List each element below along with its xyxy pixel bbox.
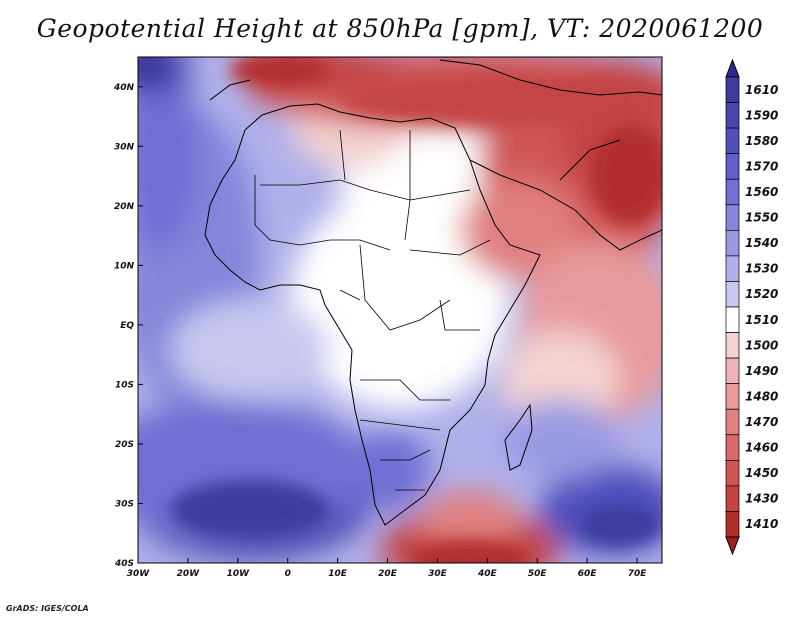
colorbar-swatch	[725, 76, 740, 103]
country-borders	[254, 129, 491, 491]
colorbar-label: 1450	[745, 466, 778, 480]
lat-tick-label: 10S	[115, 380, 134, 390]
lon-tick-label: 50E	[528, 569, 548, 579]
colorbar-label: 1470	[745, 415, 778, 429]
colorbar-swatch	[725, 127, 740, 155]
lat-tick-label: 40S	[114, 559, 134, 569]
colorbar-label: 1590	[745, 108, 778, 122]
colorbar-label: 1570	[745, 159, 778, 173]
colorbar-swatch	[725, 485, 740, 512]
colorbar-label: 1480	[745, 389, 778, 403]
lat-tick-label: EQ	[120, 321, 134, 331]
height-field	[138, 57, 662, 563]
colorbar-swatch	[725, 306, 740, 333]
lon-tick-label: 30W	[127, 569, 151, 579]
colorbar-swatch	[725, 459, 740, 487]
lon-tick-label: 40E	[477, 569, 498, 579]
lon-tick-label: 70E	[628, 569, 648, 579]
colorbar-label: 1580	[745, 134, 778, 148]
credit-label: GrADS: IGES/COLA	[6, 604, 89, 613]
colorbar-bottom-arrow	[725, 536, 740, 556]
colorbar-swatch	[725, 434, 740, 461]
colorbar-label: 1560	[745, 185, 778, 199]
map-frame	[137, 56, 663, 564]
colorbar-swatch	[725, 332, 740, 359]
colorbar-swatch	[725, 511, 740, 538]
colorbar-label: 1520	[745, 287, 778, 301]
colorbar-top-arrow	[725, 58, 740, 78]
colorbar-label: 1610	[745, 83, 778, 97]
colorbar-swatch	[725, 229, 740, 257]
lat-tick-label: 20N	[114, 202, 135, 212]
colorbar-label: 1500	[745, 338, 778, 352]
colorbar-swatch	[725, 102, 740, 129]
lon-tick-label: 60E	[578, 569, 598, 579]
colorbar-swatch	[725, 281, 740, 308]
lat-tick-label: 30S	[115, 499, 134, 509]
colorbar-label: 1530	[745, 262, 778, 276]
lon-tick-label: 20E	[378, 569, 398, 579]
map-title: Geopotential Height at 850hPa [gpm], VT:…	[36, 14, 764, 43]
colorbar-label: 1410	[745, 517, 778, 531]
lat-tick-label: 40N	[113, 83, 135, 93]
lon-tick-label: 10W	[227, 569, 251, 579]
axis-ticks: 30W 20W 10W 0 10E 20E 30E 40E 50E 60E 70E 40N 30N 20N…	[113, 83, 647, 579]
colorbar-label: 1490	[745, 364, 778, 378]
colorbar-label: 1430	[745, 492, 778, 506]
colorbar-swatch	[725, 357, 740, 385]
colorbar-label: 1510	[745, 313, 778, 327]
lon-tick-label: 30E	[428, 569, 448, 579]
lat-tick-label: 20S	[115, 440, 134, 450]
lat-tick-label: 30N	[114, 142, 135, 152]
lon-tick-label: 20W	[177, 569, 201, 579]
lon-tick-label: 0	[285, 569, 291, 579]
lat-tick-label: 10N	[114, 261, 135, 271]
colorbar-label: 1550	[745, 211, 778, 225]
colorbar-swatch	[725, 383, 740, 410]
colorbar-swatch	[725, 204, 740, 231]
colorbar-swatch	[725, 408, 740, 436]
coastlines	[204, 59, 662, 526]
lon-tick-label: 10E	[328, 569, 348, 579]
colorbar-label: 1460	[745, 441, 778, 455]
colorbar-swatch	[725, 255, 740, 282]
colorbar-swatch	[725, 178, 740, 206]
colorbar-label: 1540	[745, 236, 778, 250]
colorbar: 1610 1590 1580 1570 1560 1550 1540 1530 1520 1510…	[725, 58, 778, 556]
colorbar-swatch	[725, 153, 740, 180]
